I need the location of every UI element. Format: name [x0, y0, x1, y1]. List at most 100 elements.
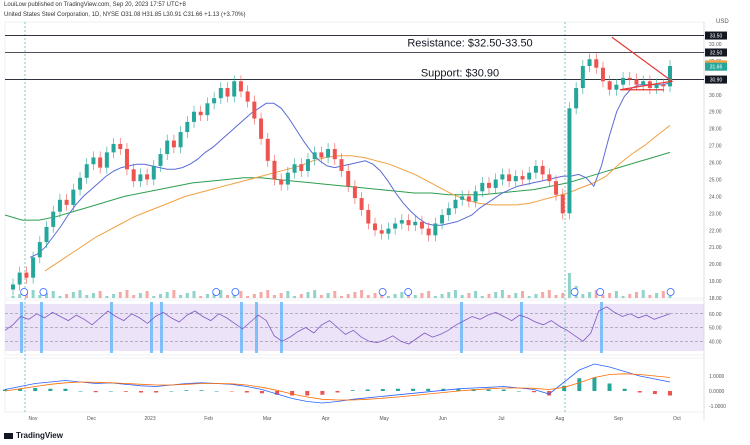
- volume-bar: [634, 292, 638, 298]
- volume-bar: [641, 290, 645, 298]
- candle: [507, 174, 512, 182]
- macd-histogram-bar: [199, 390, 204, 391]
- candle: [158, 154, 163, 166]
- candle: [379, 230, 384, 234]
- ema-short-line: [29, 82, 671, 258]
- price-label-box: [705, 75, 727, 84]
- support-annotation: Support: $30.90: [421, 68, 499, 80]
- candle: [634, 79, 639, 85]
- candle: [366, 209, 371, 224]
- candle: [433, 223, 438, 236]
- macd-histogram-bar: [78, 391, 83, 392]
- x-tick-label: Sep: [614, 416, 623, 422]
- candle: [661, 84, 666, 87]
- volume-bar: [386, 296, 390, 298]
- volume-bar: [453, 290, 457, 298]
- rsi-signal-bar: [160, 302, 163, 353]
- x-tick-label: Jun: [439, 416, 447, 422]
- volume-bar: [487, 294, 491, 298]
- volume-bar: [105, 296, 109, 298]
- y-tick-label: 30.00: [709, 93, 722, 99]
- volume-bar: [360, 290, 364, 298]
- price-label: 30.90: [710, 78, 723, 84]
- macd-histogram-bar: [395, 388, 400, 391]
- candle: [84, 164, 89, 178]
- candle: [607, 81, 612, 90]
- volume-bar: [500, 290, 504, 298]
- macd-histogram-bar: [531, 391, 536, 393]
- rsi-signal-bar: [255, 302, 258, 353]
- volume-bar: [614, 291, 618, 298]
- candle: [198, 111, 203, 116]
- candle: [238, 81, 243, 92]
- candle: [594, 59, 599, 68]
- x-tick-label: Feb: [204, 416, 213, 422]
- y-tick-label: 29.00: [709, 110, 722, 116]
- volume-bar: [272, 295, 276, 298]
- volume-bar: [98, 291, 102, 298]
- candle: [668, 66, 672, 87]
- y-tick-label: 20.00: [709, 262, 722, 268]
- signal-marker: [596, 288, 605, 296]
- candle: [533, 165, 538, 173]
- candle: [91, 157, 96, 165]
- macd-histogram-bar: [380, 389, 385, 391]
- y-tick-label: 24.00: [709, 194, 722, 200]
- volume-bar: [460, 295, 464, 298]
- rsi-signal-bar: [20, 302, 23, 353]
- volume-bar: [547, 290, 551, 298]
- rsi-line: [4, 306, 671, 345]
- candle: [98, 157, 103, 168]
- macd-tick-label: 0.0000: [709, 389, 725, 395]
- candle: [352, 186, 357, 199]
- triangle-pattern: [611, 36, 674, 91]
- volume-bar: [433, 296, 437, 298]
- macd-histogram-bar: [486, 389, 491, 391]
- candle: [218, 88, 223, 99]
- candle: [37, 242, 42, 258]
- x-tick-label: Apr: [322, 416, 330, 422]
- candle: [513, 176, 518, 182]
- volume-bar: [152, 296, 156, 298]
- tradingview-logo-icon: [4, 432, 13, 439]
- candle: [259, 118, 264, 139]
- signal-marker: [212, 288, 221, 296]
- price-label: 33.50: [710, 34, 723, 40]
- rsi-signal-bar: [110, 302, 113, 353]
- macd-histogram-bar: [411, 388, 416, 391]
- candle: [339, 159, 344, 172]
- candle: [393, 223, 398, 229]
- candle: [265, 138, 270, 161]
- volume-bar: [205, 294, 209, 298]
- candle: [466, 196, 471, 202]
- volume-bar: [38, 295, 42, 298]
- candle: [399, 220, 404, 224]
- volume-bar: [306, 292, 310, 298]
- volume-bar: [420, 293, 424, 298]
- y-tick-label: 27.00: [709, 144, 722, 150]
- signal-marker: [39, 288, 48, 296]
- rsi-level-label: 60.00: [709, 312, 722, 318]
- x-tick-label: Nov: [29, 416, 38, 422]
- volume-bar: [393, 294, 397, 298]
- candle: [192, 111, 197, 122]
- brand-name: TradingView: [16, 431, 63, 440]
- volume-bar: [648, 295, 652, 298]
- volume-bar: [11, 296, 15, 298]
- volume-bar: [534, 294, 538, 298]
- macd-histogram-bar: [275, 391, 280, 395]
- candle: [453, 199, 458, 209]
- rsi-signal-bar: [460, 302, 463, 353]
- macd-histogram-bar: [108, 391, 113, 392]
- candle: [574, 88, 579, 109]
- volume-bar: [18, 294, 22, 298]
- volume-bar: [608, 293, 612, 298]
- candle: [44, 226, 49, 243]
- volume-bar: [601, 295, 605, 298]
- macd-histogram-bar: [592, 377, 597, 391]
- resistance-annotation: Resistance: $32.50-33.50: [407, 38, 532, 50]
- candle: [165, 140, 170, 155]
- volume-bar: [474, 291, 478, 298]
- macd-histogram-bar: [607, 383, 612, 391]
